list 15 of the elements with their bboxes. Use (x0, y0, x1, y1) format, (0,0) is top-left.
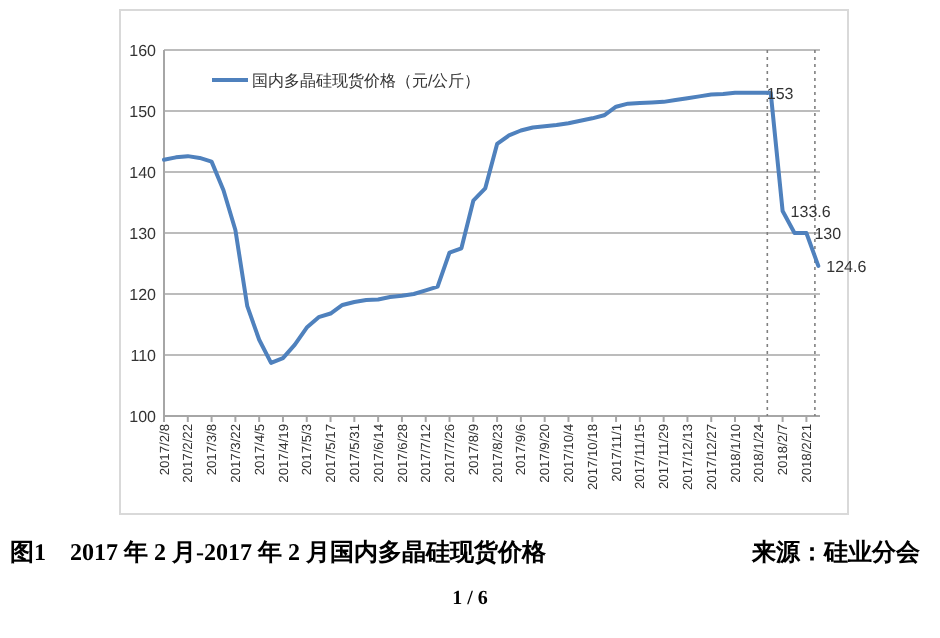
annotation: 124.6 (826, 257, 868, 276)
annotation: 153 (766, 84, 795, 103)
legend-label: 国内多晶硅现货价格（元/公斤） (252, 72, 481, 90)
text: 图1 2017 年 2 月-2017 年 2 月国内多晶硅现货价格 (10, 538, 548, 566)
y-tick-label: 110 (130, 347, 158, 365)
y-tick-label: 100 (129, 408, 158, 426)
y-tick-label: 130 (129, 225, 158, 243)
annotation: 133.6 (790, 203, 832, 222)
annotation: 130 (814, 225, 843, 243)
y-tick-label: 150 (129, 103, 158, 121)
y-tick-label: 140 (129, 164, 158, 182)
source-note: 来源：硅业分会 (750, 538, 922, 566)
y-tick-label: 120 (129, 286, 158, 304)
y-tick-label: 160 (129, 42, 158, 60)
text: 1 / 6 (452, 588, 488, 610)
